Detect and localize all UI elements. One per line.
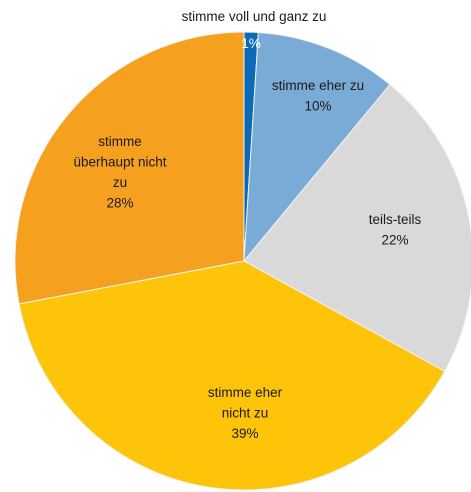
slice-label-stimme-überhaupt-nicht-zu: stimme überhaupt nicht zu 28% — [73, 134, 166, 211]
pie-slice-teils-teils — [243, 83, 471, 373]
slice-label-teils-teils: teils-teils 22% — [369, 212, 422, 248]
pie-labels: 1% stimme voll und ganz zu stimme eher zu 1… — [73, 9, 421, 441]
pie-slices — [14, 31, 471, 491]
pie-slice-stimme-überhaupt-nicht-zu — [14, 31, 245, 305]
pie-slice-stimme-eher-nicht-zu — [18, 260, 446, 491]
slice-label-stimme-voll-und-ganz-zu: 1% — [241, 36, 261, 51]
pie-slice-stimme-eher-zu — [243, 31, 391, 263]
slice-label-stimme-eher-nicht-zu: stimme eher nicht zu 39% — [208, 385, 283, 441]
outside-label-stimme-voll-und-ganz-zu: stimme voll und ganz zu — [182, 9, 327, 24]
slice-label-stimme-eher-zu: stimme eher zu 10% — [272, 78, 364, 114]
